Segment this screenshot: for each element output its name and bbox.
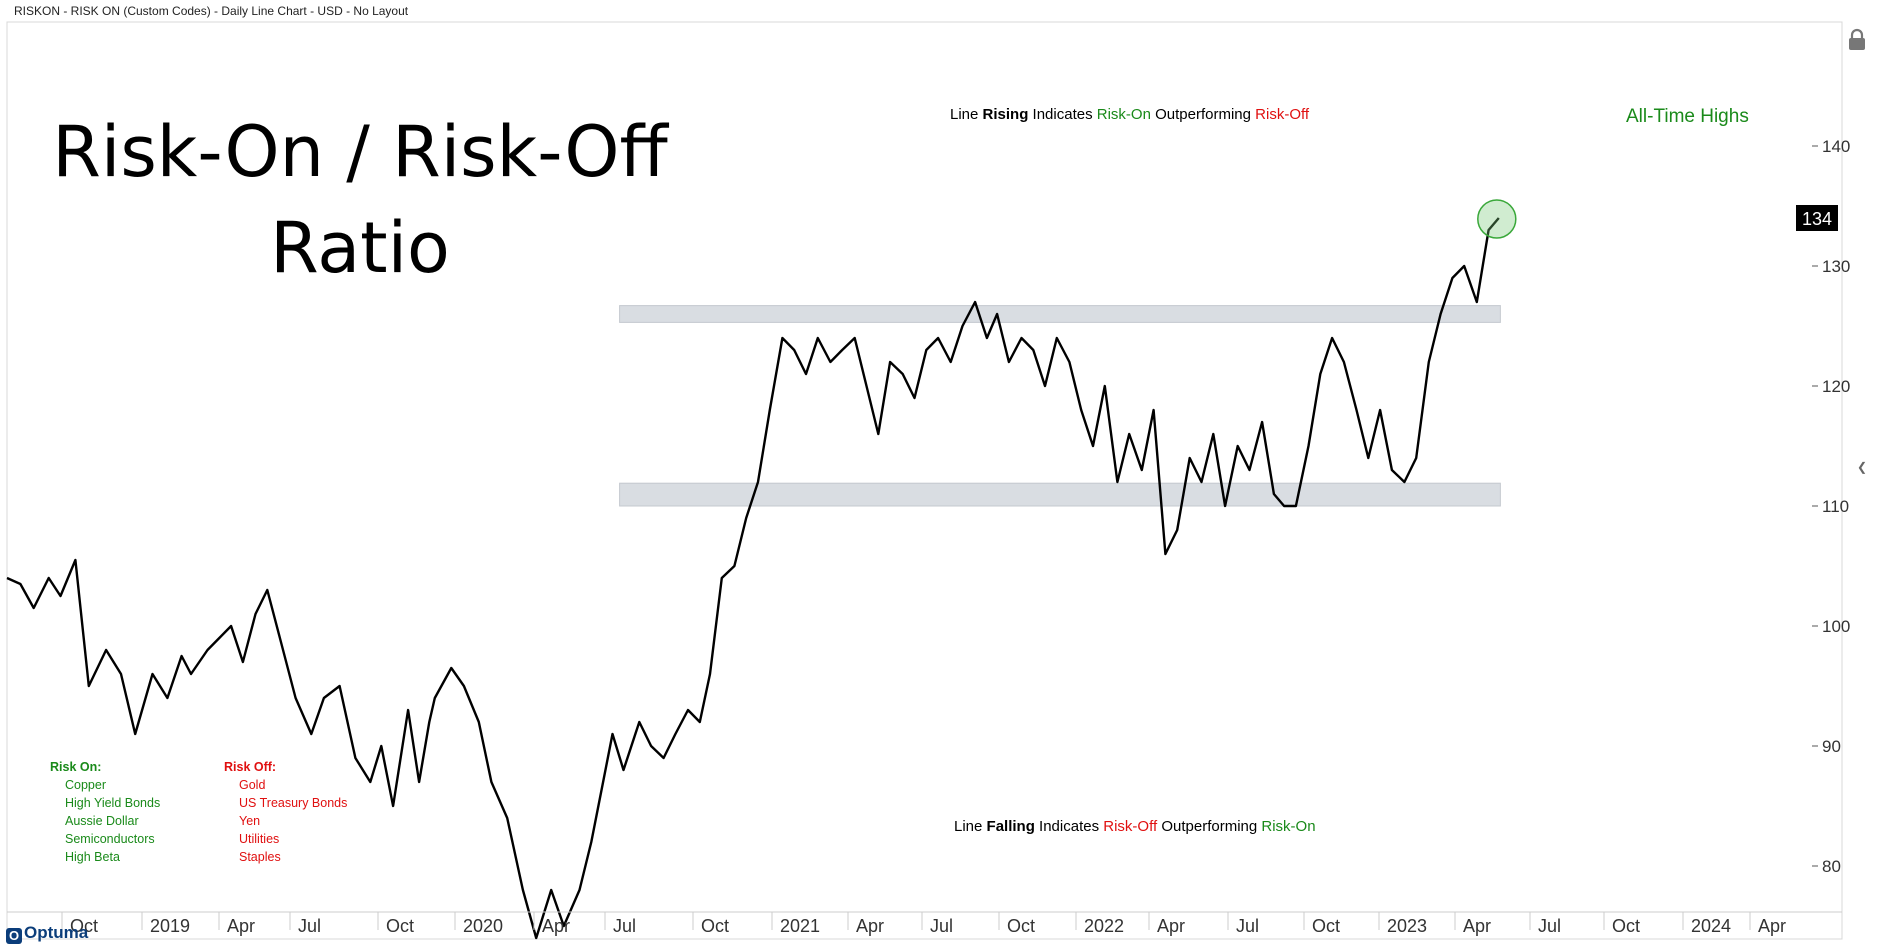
- range-bands: [619, 305, 1501, 507]
- y-tick-label: 80: [1822, 857, 1841, 876]
- x-tick-label: Jul: [298, 916, 321, 936]
- x-tick-label: Oct: [1312, 916, 1340, 936]
- price-series: [6, 217, 1500, 940]
- x-tick-label: Jul: [1236, 916, 1259, 936]
- legend-item: Staples: [239, 850, 281, 864]
- last-value-text: 134: [1802, 209, 1832, 229]
- x-tick-label: Oct: [701, 916, 729, 936]
- x-tick-label: Apr: [1463, 916, 1491, 936]
- x-tick-label: 2019: [150, 916, 190, 936]
- y-tick-label: 110: [1822, 497, 1849, 516]
- legend-item: Copper: [65, 778, 106, 792]
- chevron-left-icon[interactable]: ❮: [1857, 460, 1868, 474]
- x-tick-label: 2023: [1387, 916, 1427, 936]
- chart-header: RISKON - RISK ON (Custom Codes) - Daily …: [14, 4, 409, 18]
- x-axis: Oct 2019 Apr Jul Oct 2020 Apr Jul Oct 2021 Apr Jul O…: [7, 911, 1842, 936]
- x-tick-label: Oct: [70, 916, 98, 936]
- risk-on-title: Risk On:: [50, 760, 102, 774]
- legend-item: High Beta: [65, 850, 120, 864]
- y-tick-label: 140: [1822, 137, 1850, 156]
- legend-item: Semiconductors: [65, 832, 155, 846]
- x-tick-label: Apr: [856, 916, 884, 936]
- all-time-high-marker: [1477, 199, 1517, 239]
- legend-item: Utilities: [239, 832, 280, 846]
- x-tick-label: Apr: [542, 916, 570, 936]
- risk-off-title: Risk Off:: [224, 760, 277, 774]
- all-time-highs-label: All-Time Highs: [1626, 106, 1749, 127]
- y-tick-label: 130: [1822, 257, 1850, 276]
- risk-on-legend: Risk On: Copper High Yield Bonds Aussie …: [50, 758, 160, 866]
- x-tick-label: Oct: [1612, 916, 1640, 936]
- legend-item: Aussie Dollar: [65, 814, 139, 828]
- x-tick-label: Jul: [613, 916, 636, 936]
- x-tick-label: Oct: [1007, 916, 1035, 936]
- legend-item: Gold: [239, 778, 266, 792]
- x-tick-label: Oct: [386, 916, 414, 936]
- y-axis: 80 90 100 110 120 130 140: [1812, 137, 1850, 876]
- legend-item: High Yield Bonds: [65, 796, 161, 810]
- legend-item: US Treasury Bonds: [239, 796, 348, 810]
- optuma-mark-icon: O: [6, 928, 22, 944]
- x-tick-label: 2021: [780, 916, 820, 936]
- x-tick-label: Jul: [1538, 916, 1561, 936]
- lock-icon[interactable]: [1846, 28, 1868, 57]
- x-tick-label: Apr: [227, 916, 255, 936]
- chart-title-line1: Risk-On / Risk-Off: [52, 111, 668, 193]
- risk-off-legend: Risk Off: Gold US Treasury Bonds Yen Uti…: [224, 758, 347, 866]
- y-tick-label: 100: [1822, 617, 1850, 636]
- optuma-logo: O Optuma: [6, 923, 88, 944]
- x-tick-label: Jul: [930, 916, 953, 936]
- falling-annotation: Line Falling Indicates Risk-Off Outperfo…: [954, 818, 1316, 835]
- series-line: [6, 217, 1500, 940]
- range-band: [619, 305, 1501, 323]
- last-value-box: [1796, 205, 1838, 231]
- x-tick-label: 2024: [1691, 916, 1731, 936]
- legend-item: Yen: [239, 814, 261, 828]
- x-tick-label: Apr: [1157, 916, 1185, 936]
- rising-annotation: Line Rising Indicates Risk-On Outperform…: [950, 106, 1310, 123]
- last-value-label: 134: [1796, 205, 1838, 231]
- x-tick-label: 2022: [1084, 916, 1124, 936]
- y-tick-label: 90: [1822, 737, 1841, 756]
- plot-border: [6, 21, 1843, 940]
- all-time-high-circle: [1477, 199, 1517, 239]
- y-tick-label: 120: [1822, 377, 1850, 396]
- x-tick-label: Apr: [1758, 916, 1786, 936]
- x-tick-label: 2020: [463, 916, 503, 936]
- chart-title-line2: Ratio: [270, 207, 450, 289]
